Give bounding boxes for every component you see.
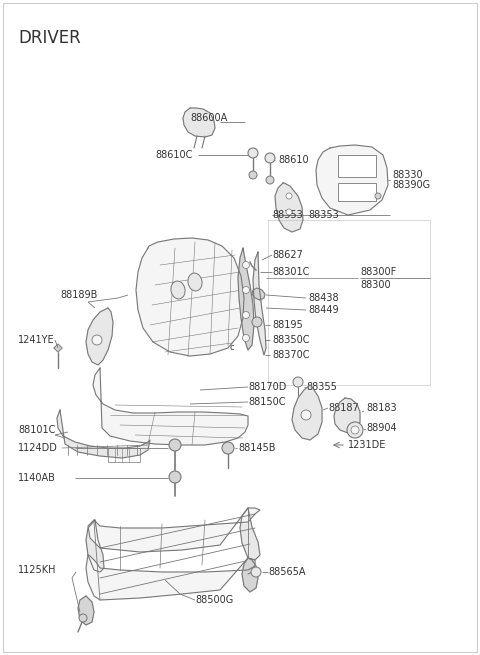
Text: 1140AB: 1140AB — [18, 473, 56, 483]
Text: 88370C: 88370C — [272, 350, 310, 360]
Circle shape — [266, 176, 274, 184]
Polygon shape — [78, 596, 94, 625]
Text: 1241YE: 1241YE — [18, 335, 55, 345]
Text: c: c — [229, 343, 234, 352]
Polygon shape — [253, 252, 266, 355]
Circle shape — [169, 471, 181, 483]
Text: 88600A: 88600A — [190, 113, 227, 123]
Text: 88330: 88330 — [392, 170, 422, 180]
Text: 88187: 88187 — [328, 403, 359, 413]
Text: 88353: 88353 — [308, 210, 339, 220]
Circle shape — [375, 193, 381, 199]
Circle shape — [222, 442, 234, 454]
Text: 88565A: 88565A — [268, 567, 305, 577]
Circle shape — [286, 209, 292, 215]
Text: 88610: 88610 — [278, 155, 309, 165]
Ellipse shape — [171, 281, 185, 299]
Polygon shape — [292, 385, 322, 440]
Polygon shape — [238, 248, 254, 350]
Circle shape — [242, 312, 250, 318]
Ellipse shape — [188, 273, 202, 291]
Text: DRIVER: DRIVER — [18, 29, 81, 47]
Text: 88350C: 88350C — [272, 335, 310, 345]
Polygon shape — [86, 520, 104, 572]
Polygon shape — [54, 344, 62, 352]
Circle shape — [265, 153, 275, 163]
Circle shape — [169, 439, 181, 451]
Circle shape — [92, 335, 102, 345]
Circle shape — [242, 335, 250, 341]
Circle shape — [79, 614, 87, 622]
Text: 88145B: 88145B — [238, 443, 276, 453]
Text: 88195: 88195 — [272, 320, 303, 330]
Text: 88300F: 88300F — [360, 267, 396, 277]
Text: 88170D: 88170D — [248, 382, 287, 392]
Text: 88904: 88904 — [366, 423, 396, 433]
Polygon shape — [93, 368, 248, 445]
Polygon shape — [242, 558, 258, 592]
Circle shape — [248, 148, 258, 158]
Polygon shape — [57, 410, 150, 458]
Text: 88353: 88353 — [272, 210, 303, 220]
Text: 1124DD: 1124DD — [18, 443, 58, 453]
Circle shape — [286, 193, 292, 199]
Text: 88390G: 88390G — [392, 180, 430, 190]
Text: 88301C: 88301C — [272, 267, 310, 277]
Circle shape — [242, 261, 250, 269]
Text: 88183: 88183 — [366, 403, 396, 413]
Circle shape — [351, 426, 359, 434]
Text: 88150C: 88150C — [248, 397, 286, 407]
Polygon shape — [136, 238, 244, 356]
Polygon shape — [316, 145, 388, 215]
Circle shape — [347, 422, 363, 438]
Text: 88449: 88449 — [308, 305, 338, 315]
Polygon shape — [334, 398, 360, 433]
Circle shape — [242, 286, 250, 293]
Circle shape — [301, 410, 311, 420]
Text: 88101C: 88101C — [18, 425, 55, 435]
Polygon shape — [86, 555, 255, 600]
Bar — [338, 155, 376, 177]
Polygon shape — [88, 508, 260, 552]
Circle shape — [251, 567, 261, 577]
Polygon shape — [86, 308, 113, 365]
Text: 1125KH: 1125KH — [18, 565, 57, 575]
Text: 88189B: 88189B — [60, 290, 97, 300]
Text: 1231DE: 1231DE — [348, 440, 386, 450]
Text: 88610C: 88610C — [155, 150, 192, 160]
Circle shape — [293, 377, 303, 387]
Polygon shape — [275, 183, 303, 232]
Text: 88500G: 88500G — [195, 595, 233, 605]
Polygon shape — [252, 288, 265, 300]
Text: 88300: 88300 — [360, 280, 391, 290]
Text: 88627: 88627 — [272, 250, 303, 260]
Text: 88438: 88438 — [308, 293, 338, 303]
Bar — [338, 183, 376, 201]
Circle shape — [252, 317, 262, 327]
Circle shape — [249, 171, 257, 179]
Polygon shape — [240, 508, 260, 560]
Polygon shape — [183, 108, 215, 137]
Text: 88355: 88355 — [306, 382, 337, 392]
